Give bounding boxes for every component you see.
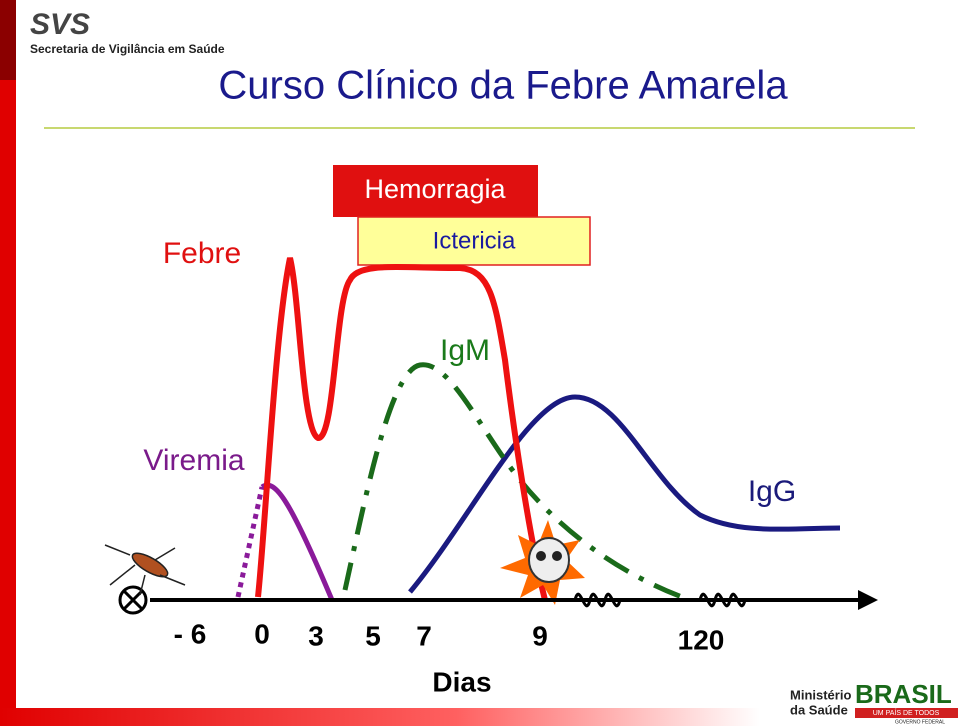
jaundice-box xyxy=(357,216,591,266)
bite-marker xyxy=(118,585,148,615)
tick-label: 0 xyxy=(254,618,270,649)
axis-title: Dias xyxy=(432,666,491,697)
brand: BRASIL xyxy=(855,679,952,709)
motto-band xyxy=(855,708,958,718)
fever-label: Febre xyxy=(163,237,241,270)
tick-label: 9 xyxy=(532,620,548,651)
break-2 xyxy=(698,592,747,608)
break-1 xyxy=(573,592,622,608)
tick-label: 3 xyxy=(308,620,324,651)
axis-arrow xyxy=(858,590,878,610)
left-band xyxy=(0,80,16,726)
bottom-band xyxy=(0,708,760,726)
motto: UM PAÍS DE TODOS xyxy=(873,708,940,717)
igg-label: IgG xyxy=(748,475,796,508)
fever-curve xyxy=(255,257,548,601)
gov: GOVERNO FEDERAL xyxy=(895,719,945,725)
hemorrhage-label: Hemorragia xyxy=(364,174,506,204)
viremia-label: Viremia xyxy=(143,444,244,477)
left-band-dark xyxy=(0,0,16,80)
skull-icon xyxy=(500,520,585,605)
mosquito-icon xyxy=(104,544,186,596)
jaundice-label: Ictericia xyxy=(433,227,516,254)
tick-label: - 6 xyxy=(174,618,207,649)
hemorrhage-box xyxy=(333,165,538,217)
igm-curve xyxy=(342,362,691,603)
logo: SVS xyxy=(30,8,90,41)
tick-label: 120 xyxy=(678,624,725,655)
title: Curso Clínico da Febre Amarela xyxy=(218,64,788,108)
igg-curve xyxy=(408,394,841,594)
tick-label: 7 xyxy=(416,620,432,651)
viremia-dotted xyxy=(235,486,265,598)
ministry-line-1: Ministério xyxy=(790,687,851,702)
igm-label: IgM xyxy=(440,334,490,367)
agency: Secretaria de Vigilância em Saúde xyxy=(30,42,225,56)
tick-label: 5 xyxy=(365,620,381,651)
ministry-line-2: da Saúde xyxy=(790,702,848,717)
